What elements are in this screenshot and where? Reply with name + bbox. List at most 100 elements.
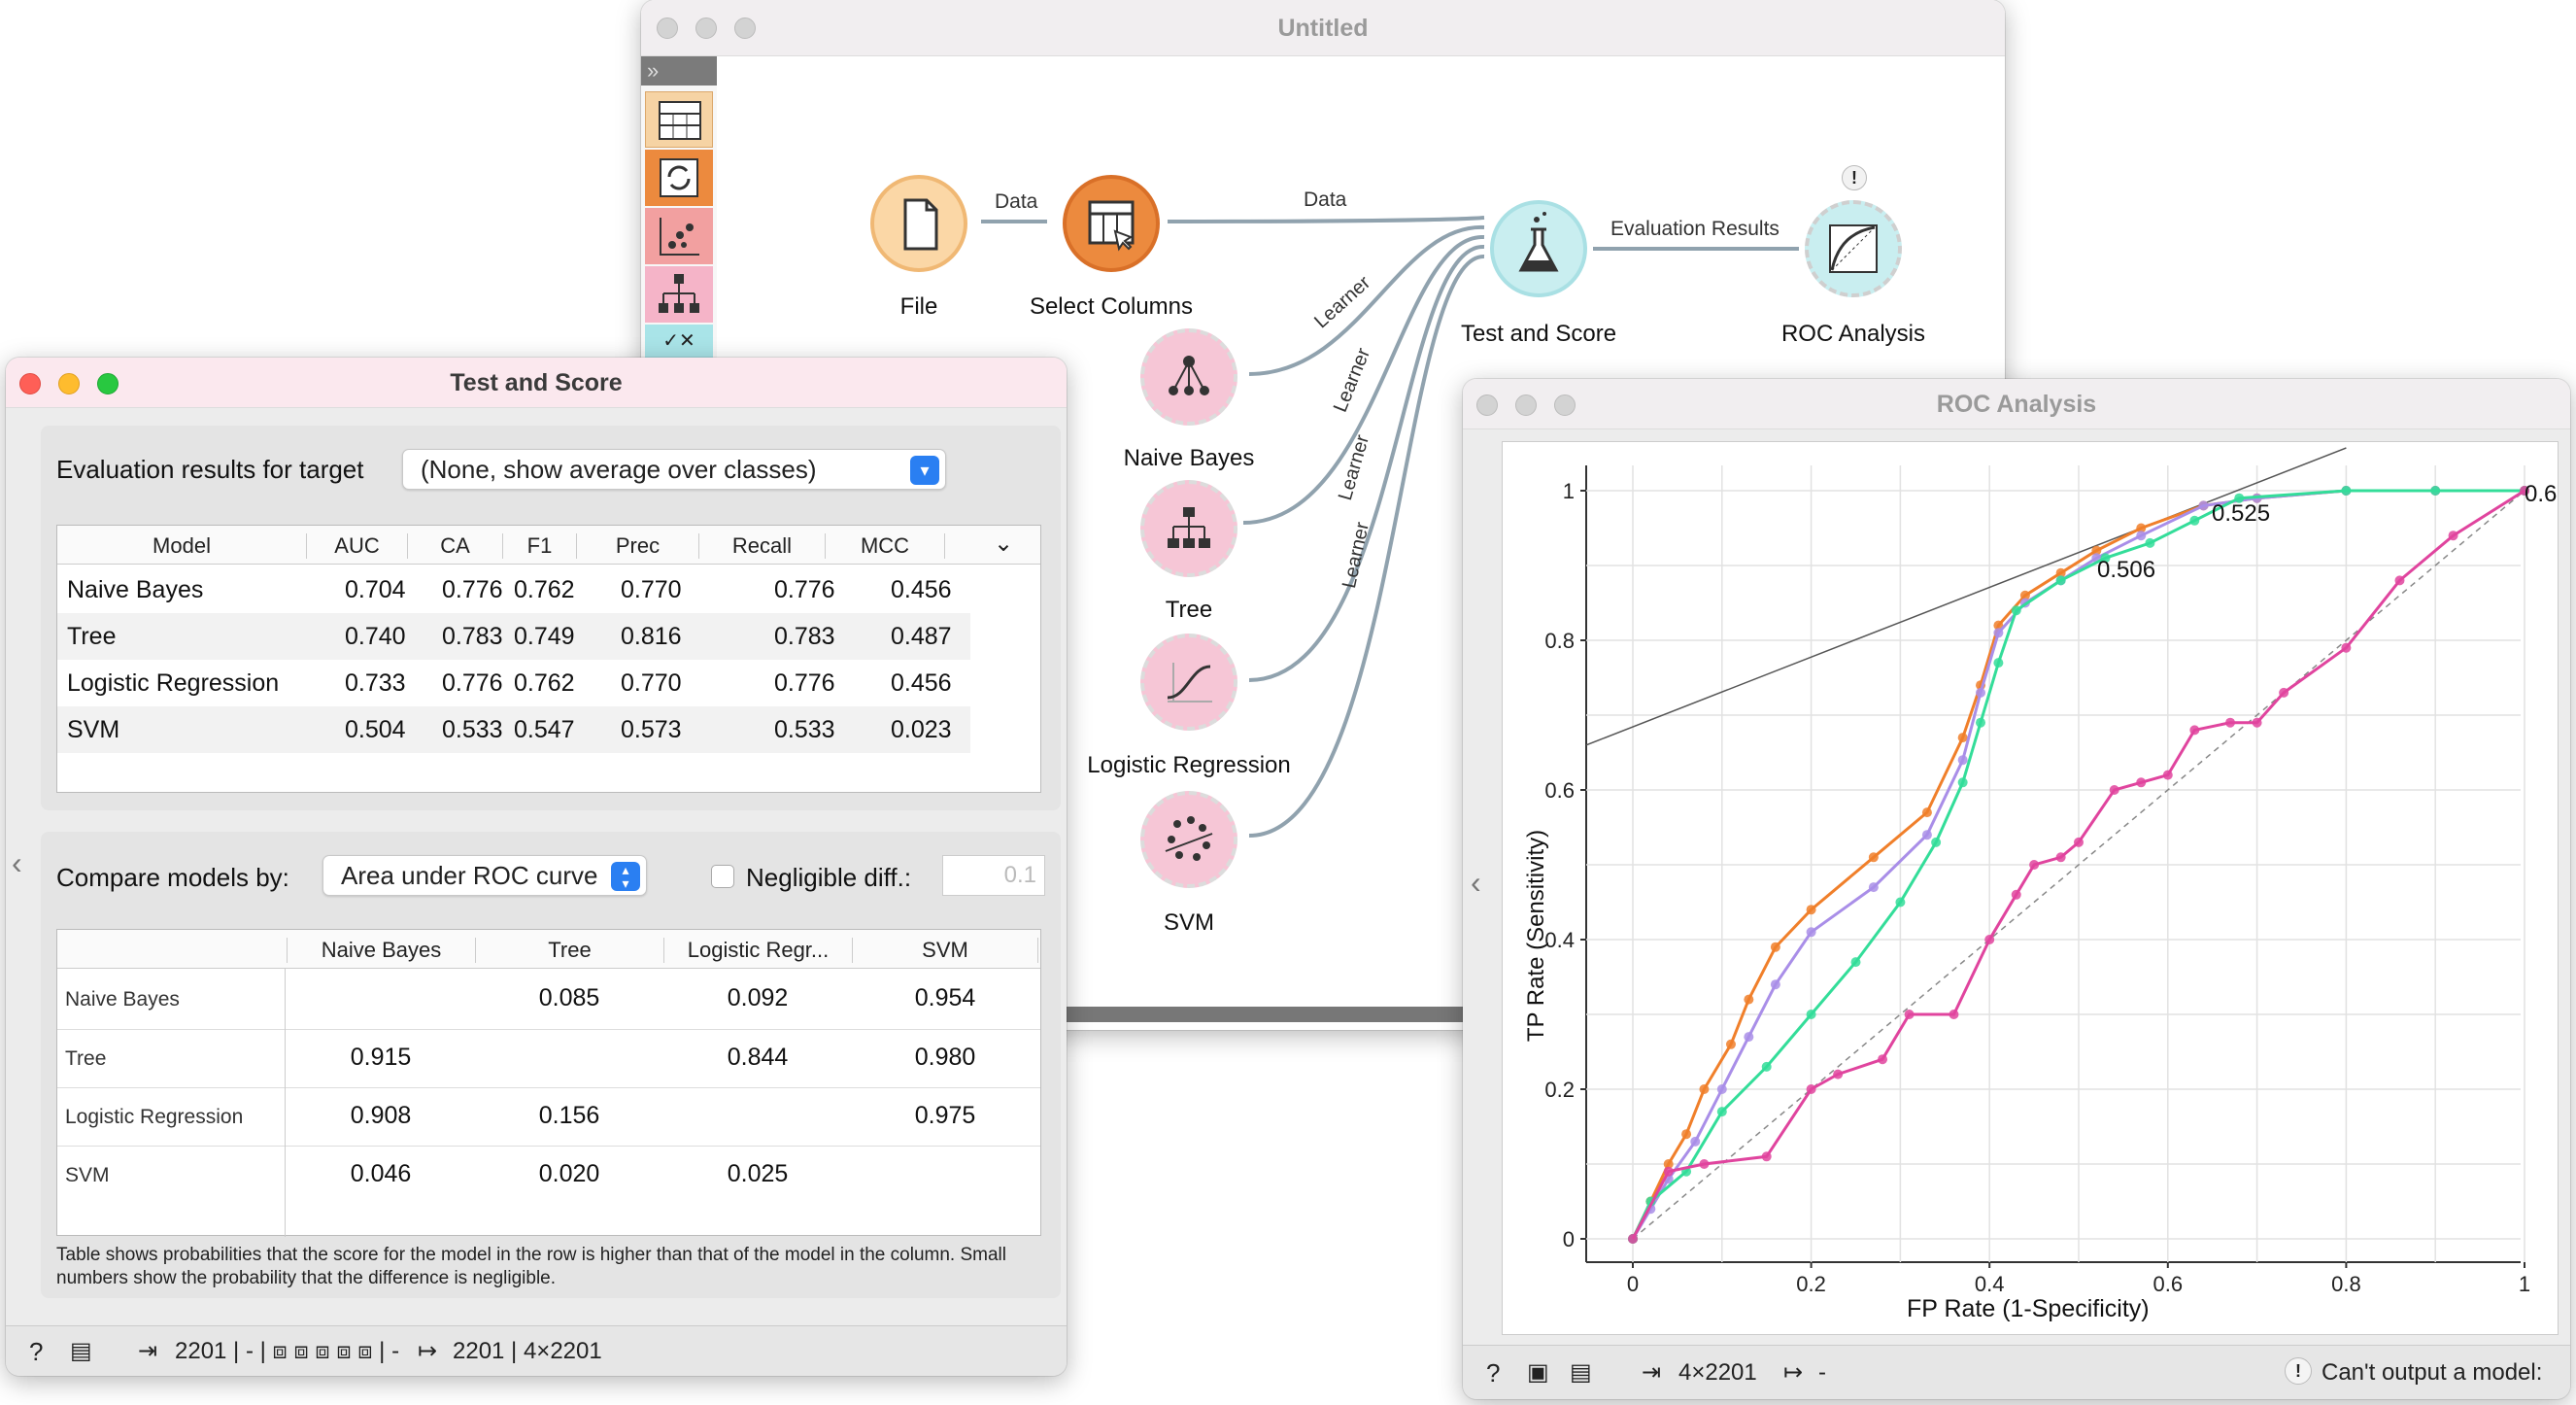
col-header-model[interactable]: Model <box>153 533 211 558</box>
table-row[interactable]: Tree 0.740 0.783 0.749 0.816 0.783 0.487 <box>57 613 970 660</box>
input-summary: 2201 | - | ⧈ ⧈ ⧈ ⧈ ⧈ | - <box>175 1338 400 1364</box>
x-axis-label: FP Rate (1-Specificity) <box>1907 1295 2150 1322</box>
target-combo[interactable]: (None, show average over classes) ▾ <box>402 449 946 490</box>
sigmoid-icon <box>1167 663 1212 702</box>
x-tick-label: 1 <box>2519 1272 2530 1296</box>
scatter-icon[interactable] <box>645 208 713 264</box>
output-summary-icon[interactable]: ↦ <box>418 1338 438 1364</box>
table-row: Logistic Regression 0.908 0.156 0.975 <box>57 1087 1040 1146</box>
compare-col-naive-bayes[interactable]: Naive Bayes <box>287 938 475 963</box>
widget-select-columns[interactable] <box>1063 175 1160 272</box>
report-icon[interactable]: ▤ <box>70 1338 92 1364</box>
link-label-evaluation: Evaluation Results <box>1610 218 1779 240</box>
y-tick-label: 0.6 <box>1544 778 1575 803</box>
report-icon[interactable]: ▤ <box>1570 1359 1592 1386</box>
zoom-button[interactable] <box>734 17 756 39</box>
roc-series-point-3 <box>1878 1054 1888 1065</box>
recall-value: 0.776 <box>774 669 835 697</box>
widget-file[interactable] <box>870 175 967 272</box>
toolbox-collapse-button[interactable]: » <box>641 56 717 86</box>
compare-combo[interactable]: Area under ROC curve ▴ ▾ <box>322 855 647 896</box>
roc-series-point-1 <box>1690 1136 1701 1147</box>
table-row[interactable]: Naive Bayes 0.704 0.776 0.762 0.770 0.77… <box>57 566 970 613</box>
svm-icon <box>1165 816 1213 861</box>
roc-plot-area[interactable]: 0 0.2 0.4 0.6 0.8 1 0 0.2 0.4 0.6 0.8 1 TP Rate (Se… <box>1502 441 2559 1335</box>
negligible-label: Negligible diff.: <box>746 863 912 892</box>
widget-svm[interactable] <box>1140 791 1237 888</box>
col-header-prec[interactable]: Prec <box>576 533 698 559</box>
compare-col-tree[interactable]: Tree <box>475 938 663 963</box>
collapse-left-chevron-icon[interactable]: ‹ <box>1471 865 1481 900</box>
widget-naive-bayes[interactable] <box>1140 328 1237 426</box>
minimize-button[interactable] <box>58 373 80 394</box>
file-icon <box>903 198 938 251</box>
zoom-button[interactable] <box>1554 394 1576 416</box>
widget-roc-analysis[interactable] <box>1805 200 1902 297</box>
help-icon[interactable]: ? <box>1486 1358 1501 1388</box>
roc-series-point-3 <box>2136 777 2147 788</box>
compare-value: 0.085 <box>538 984 600 1011</box>
warning-icon: ! <box>2285 1357 2312 1385</box>
roc-series-point-0 <box>2055 567 2066 578</box>
col-header-f1[interactable]: F1 <box>502 533 576 559</box>
save-icon[interactable]: ▣ <box>1527 1359 1549 1386</box>
negligible-input[interactable]: 0.1 <box>942 855 1045 896</box>
model-name: SVM <box>67 716 120 743</box>
roc-series-point-3 <box>2109 785 2119 795</box>
columns-menu-chevron-icon[interactable]: ⌄ <box>993 531 1014 557</box>
close-button[interactable] <box>1476 394 1498 416</box>
col-header-auc[interactable]: AUC <box>306 533 407 559</box>
table-row[interactable]: Logistic Regression 0.733 0.776 0.762 0.… <box>57 660 970 706</box>
roc-series-point-3 <box>1806 1084 1816 1094</box>
widget-test-and-score[interactable] <box>1490 200 1587 297</box>
col-header-recall[interactable]: Recall <box>698 533 825 559</box>
roc-series-point-1 <box>2198 500 2209 511</box>
input-summary-icon[interactable]: ⇥ <box>1642 1359 1662 1386</box>
chevron-down-icon: ▾ <box>910 456 939 485</box>
roc-series-point-3 <box>1663 1166 1674 1177</box>
toolbox: » ✓✕ <box>641 56 717 358</box>
annotation-0525: 0.525 <box>2212 500 2271 527</box>
table-row: SVM 0.046 0.020 0.025 <box>57 1146 1040 1204</box>
zoom-button[interactable] <box>97 373 119 394</box>
roc-series-point-0 <box>1868 852 1879 863</box>
roc-series-point-0 <box>2091 545 2102 556</box>
col-header-ca[interactable]: CA <box>407 533 502 559</box>
y-tick-label: 0.4 <box>1544 928 1575 952</box>
compare-col-logistic-regression[interactable]: Logistic Regr... <box>663 938 852 963</box>
warning-icon: ! <box>1842 165 1867 190</box>
f1-value: 0.749 <box>514 623 575 650</box>
roc-series-point-2 <box>1850 957 1861 968</box>
roc-series-point-2 <box>2430 486 2441 496</box>
roc-series-point-2 <box>2234 493 2245 503</box>
mcc-value: 0.456 <box>891 669 952 697</box>
table-icon[interactable] <box>645 91 713 148</box>
output-summary-icon[interactable]: ↦ <box>1783 1359 1804 1386</box>
roc-series-point-2 <box>2189 515 2200 526</box>
compare-value: 0.025 <box>727 1160 789 1187</box>
negligible-checkbox[interactable] <box>711 865 734 888</box>
widget-tree[interactable] <box>1140 480 1237 577</box>
compare-value: 0.046 <box>350 1160 412 1187</box>
refresh-icon[interactable] <box>645 150 713 206</box>
compare-col-svm[interactable]: SVM <box>852 938 1038 963</box>
distance-icon[interactable]: ✓✕ <box>645 325 713 358</box>
minimize-button[interactable] <box>695 17 717 39</box>
widget-logistic-regression[interactable] <box>1140 634 1237 731</box>
tree-icon[interactable] <box>645 266 713 323</box>
minimize-button[interactable] <box>1515 394 1537 416</box>
table-row: Naive Bayes 0.085 0.092 0.954 <box>57 971 1040 1029</box>
input-summary-icon[interactable]: ⇥ <box>138 1338 158 1364</box>
prec-value: 0.816 <box>621 623 682 650</box>
roc-series-point-2 <box>1895 897 1906 908</box>
col-header-mcc[interactable]: MCC <box>825 533 945 559</box>
table-row[interactable]: SVM 0.504 0.533 0.547 0.573 0.533 0.023 <box>57 706 970 753</box>
annotation-0506: 0.506 <box>2097 557 2156 583</box>
collapse-left-chevron-icon[interactable]: ‹ <box>12 845 22 880</box>
close-button[interactable] <box>19 373 41 394</box>
compare-value: 0.092 <box>727 984 789 1011</box>
help-icon[interactable]: ? <box>29 1337 44 1366</box>
compare-value: 0.156 <box>538 1102 600 1129</box>
close-button[interactable] <box>657 17 678 39</box>
flask-icon <box>1518 212 1559 272</box>
